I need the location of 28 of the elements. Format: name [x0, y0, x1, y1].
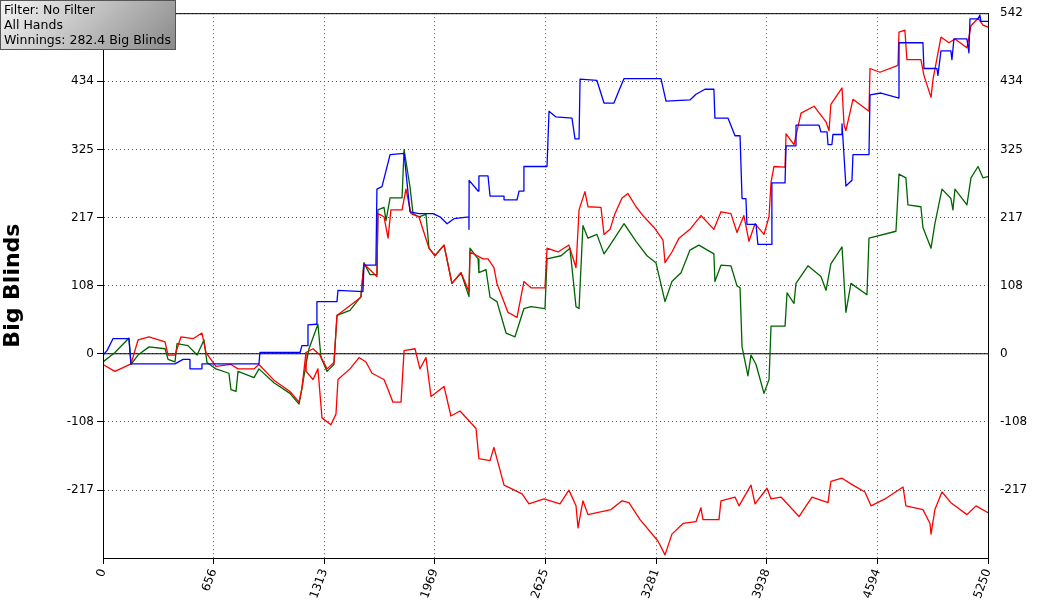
x-tick-label: 4594	[859, 566, 884, 601]
x-tick-label: 5250	[970, 566, 994, 601]
text: All Hands	[4, 17, 64, 32]
y2-tick-label: 108	[1000, 278, 1023, 293]
y2-tick-label: 542	[1000, 5, 1023, 20]
y-tick-label: -108	[66, 413, 94, 428]
x-tick-label: 1969	[417, 566, 441, 601]
y-axis-title: Big Blinds	[0, 223, 24, 348]
x-tick-label: 3281	[638, 566, 662, 601]
y2-tick-label: 434	[1000, 73, 1023, 88]
x-tick-label: 656	[198, 566, 220, 594]
x-tick-label: 2625	[527, 566, 552, 601]
x-tick-label: 3938	[748, 566, 773, 601]
y-tick-label: -217	[66, 482, 94, 497]
y2-tick-label: 0	[1000, 345, 1008, 360]
y2-tick-label: -108	[1000, 413, 1028, 428]
y2-tick-label: 325	[1000, 141, 1023, 156]
text: Filter: No Filter	[4, 2, 96, 17]
y2-tick-label: 217	[1000, 209, 1023, 224]
y-tick-label: 325	[71, 141, 94, 156]
y-tick-label: 217	[71, 209, 94, 224]
y-tick-label: 0	[86, 345, 94, 360]
y-tick-label: 434	[71, 73, 94, 88]
y-tick-label: 108	[71, 278, 94, 293]
x-tick-label: 1313	[306, 566, 331, 601]
y2-tick-label: -217	[1000, 482, 1028, 497]
x-tick-label: 0	[92, 566, 109, 579]
annotation: Winnings: 282.4 Big Blinds	[4, 32, 172, 47]
